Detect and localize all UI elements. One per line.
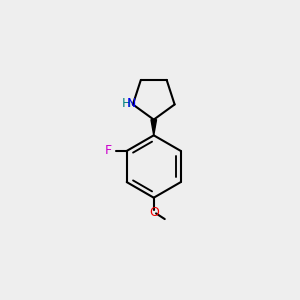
- Polygon shape: [151, 120, 157, 135]
- Text: N: N: [127, 97, 136, 110]
- Text: O: O: [149, 206, 159, 219]
- Text: F: F: [105, 144, 112, 158]
- Text: H: H: [121, 97, 130, 110]
